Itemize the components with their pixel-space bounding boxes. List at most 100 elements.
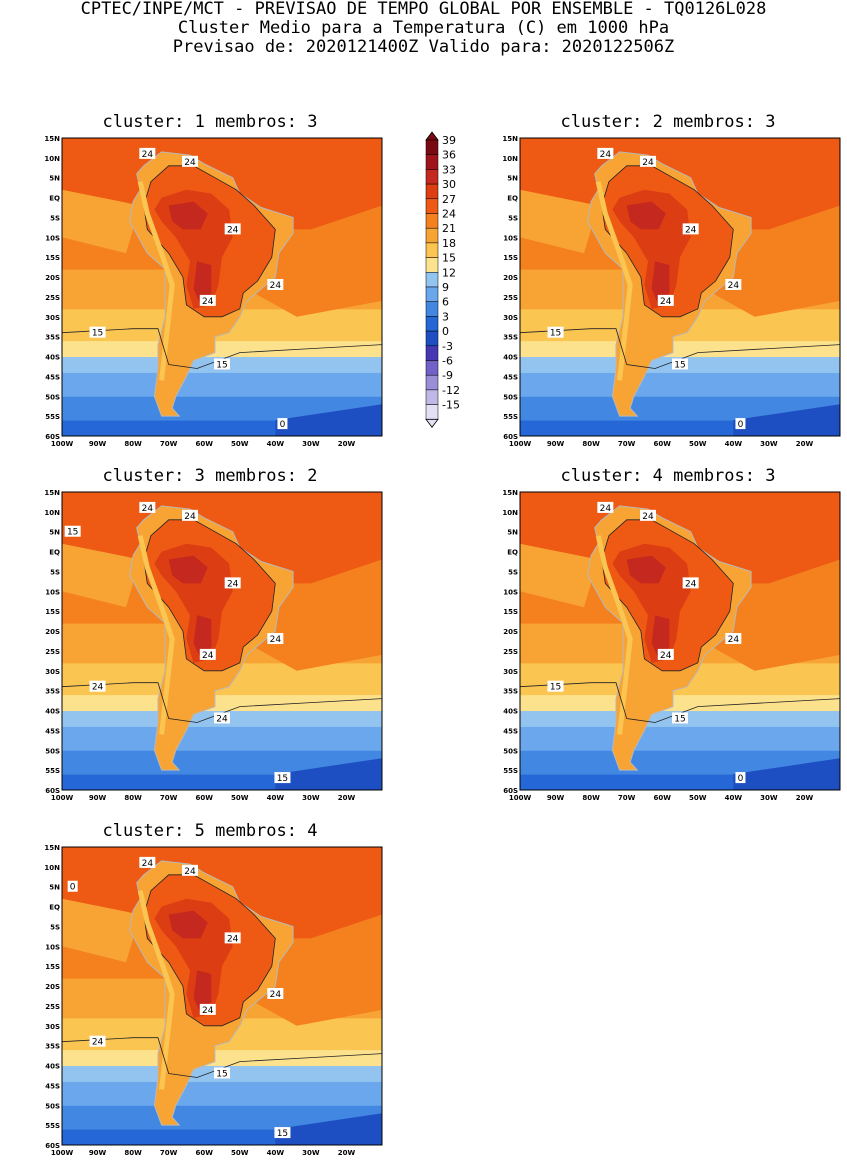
title-line-2: Cluster Medio para a Temperatura (C) em … <box>177 18 670 38</box>
colorbar-top-arrow <box>425 131 439 141</box>
contour-30 <box>626 201 666 230</box>
temperature-band <box>520 372 840 397</box>
lat-tick-label: 10S <box>503 234 518 242</box>
lon-tick-label: 60W <box>653 794 671 802</box>
colorbar-level-label: -9 <box>442 369 453 382</box>
lat-tick-label: 5N <box>49 884 60 892</box>
lon-tick-label: 70W <box>160 440 178 448</box>
cold-region <box>733 758 840 790</box>
cold-region <box>733 404 840 436</box>
colorbar-swatch <box>425 330 439 347</box>
colorbar-level-label: 33 <box>442 163 456 176</box>
lon-tick-label: 40W <box>267 1149 285 1157</box>
lon-tick-label: 40W <box>725 440 743 448</box>
lat-tick-label: 40S <box>503 708 518 716</box>
lat-tick-label: 20S <box>503 274 518 282</box>
lon-tick-label: 20W <box>338 440 356 448</box>
lon-tick-label: 90W <box>547 440 565 448</box>
contour-label-box <box>64 525 81 537</box>
lat-tick-label: 35S <box>45 334 60 342</box>
cluster-title: cluster: 5 membros: 4 <box>102 821 318 841</box>
colorbar-level-label: 15 <box>442 252 456 265</box>
lon-tick-label: 60W <box>195 1149 213 1157</box>
lat-tick-label: 25S <box>45 1003 60 1011</box>
contour-label: 15 <box>674 360 685 370</box>
contour-label-box <box>277 418 288 430</box>
contour-label-box <box>139 147 156 159</box>
contour-label: 15 <box>67 528 78 538</box>
map-frame <box>61 491 383 791</box>
lat-tick-label: 50S <box>45 747 60 755</box>
lon-tick-label: 30W <box>302 794 320 802</box>
contour-label-box <box>735 418 746 430</box>
contour-label-box <box>274 1127 291 1139</box>
colorbar-level-label: -3 <box>442 340 453 353</box>
lat-tick-label: 25S <box>45 648 60 656</box>
lat-tick-label: EQ <box>507 549 518 557</box>
cluster-panel-2: cluster: 2 membros: 3 15N 10N 5N EQ 5S 10S 15S… <box>478 112 847 457</box>
contour-label: 0 <box>280 420 286 430</box>
cluster-title: cluster: 1 membros: 3 <box>102 112 318 132</box>
contour-label: 24 <box>642 512 654 522</box>
contour-30 <box>626 555 666 584</box>
contour-label-box <box>199 648 216 660</box>
contour-label-box <box>199 1003 216 1015</box>
lon-tick-label: 30W <box>302 440 320 448</box>
andes-cool-strip <box>595 535 633 735</box>
temperature-band <box>62 726 382 751</box>
contour-label-box <box>89 680 106 692</box>
cluster-panel-3: cluster: 3 membros: 2 15N 10N 5N EQ 5S 10S 15S… <box>20 466 400 811</box>
lon-tick-label: 20W <box>796 440 814 448</box>
lat-tick-label: 35S <box>503 688 518 696</box>
colorbar-swatch <box>425 301 439 317</box>
contour-label: 24 <box>184 158 196 168</box>
lat-tick-label: 40S <box>45 354 60 362</box>
temperature-colorbar: 39 36 33 30 27 24 21 18 15 12 9 6 3 0 -3 -6 -9 -12 -15 <box>420 130 480 440</box>
contour-label: 24 <box>642 158 654 168</box>
contour-label-box <box>672 358 688 370</box>
lat-tick-label: 5S <box>50 568 60 576</box>
lon-tick-label: 90W <box>547 794 565 802</box>
colorbar-swatch <box>425 227 439 244</box>
contour-label-box <box>89 326 106 338</box>
lat-tick-label: 30S <box>45 1023 60 1031</box>
contour-label-box <box>182 509 198 521</box>
contour-15 <box>61 328 383 369</box>
contour-label: 24 <box>202 297 214 307</box>
lat-tick-label: 45S <box>503 373 518 381</box>
lat-tick-label: 60S <box>45 433 60 441</box>
contour-label: 24 <box>216 714 228 724</box>
colorbar-swatch <box>425 213 439 229</box>
temperature-band <box>62 694 382 712</box>
colorbar-swatch <box>425 257 439 273</box>
contour-label-box <box>657 294 674 306</box>
contour-30 <box>193 615 212 659</box>
lat-tick-label: 25S <box>45 294 60 302</box>
contour-label-box <box>640 509 656 521</box>
lat-tick-label: 55S <box>503 767 518 775</box>
lon-tick-label: 20W <box>338 794 356 802</box>
lon-tick-label: 90W <box>89 440 107 448</box>
contour-30 <box>651 615 670 659</box>
lat-tick-label: EQ <box>49 195 60 203</box>
colorbar-level-label: 18 <box>442 237 456 250</box>
contour-label-box <box>640 155 656 167</box>
contour-30 <box>651 261 670 305</box>
lon-tick-label: 20W <box>796 794 814 802</box>
contour-label-box <box>682 223 699 235</box>
colorbar-level-label: -6 <box>442 355 453 368</box>
contour-label: 24 <box>142 859 154 869</box>
lat-tick-label: 15N <box>502 135 518 143</box>
lat-tick-label: 10N <box>502 509 518 517</box>
contour-label: 24 <box>600 150 612 160</box>
contour-label-box <box>274 772 291 784</box>
lat-tick-label: 5N <box>507 175 518 183</box>
lat-tick-label: 35S <box>45 688 60 696</box>
lon-tick-label: 60W <box>195 440 213 448</box>
contour-30 <box>168 910 208 939</box>
lat-tick-label: EQ <box>49 549 60 557</box>
contour-label-box <box>224 223 241 235</box>
lat-tick-label: 5S <box>50 923 60 931</box>
contour-label: 24 <box>202 651 214 661</box>
contour-label-box <box>214 358 230 370</box>
